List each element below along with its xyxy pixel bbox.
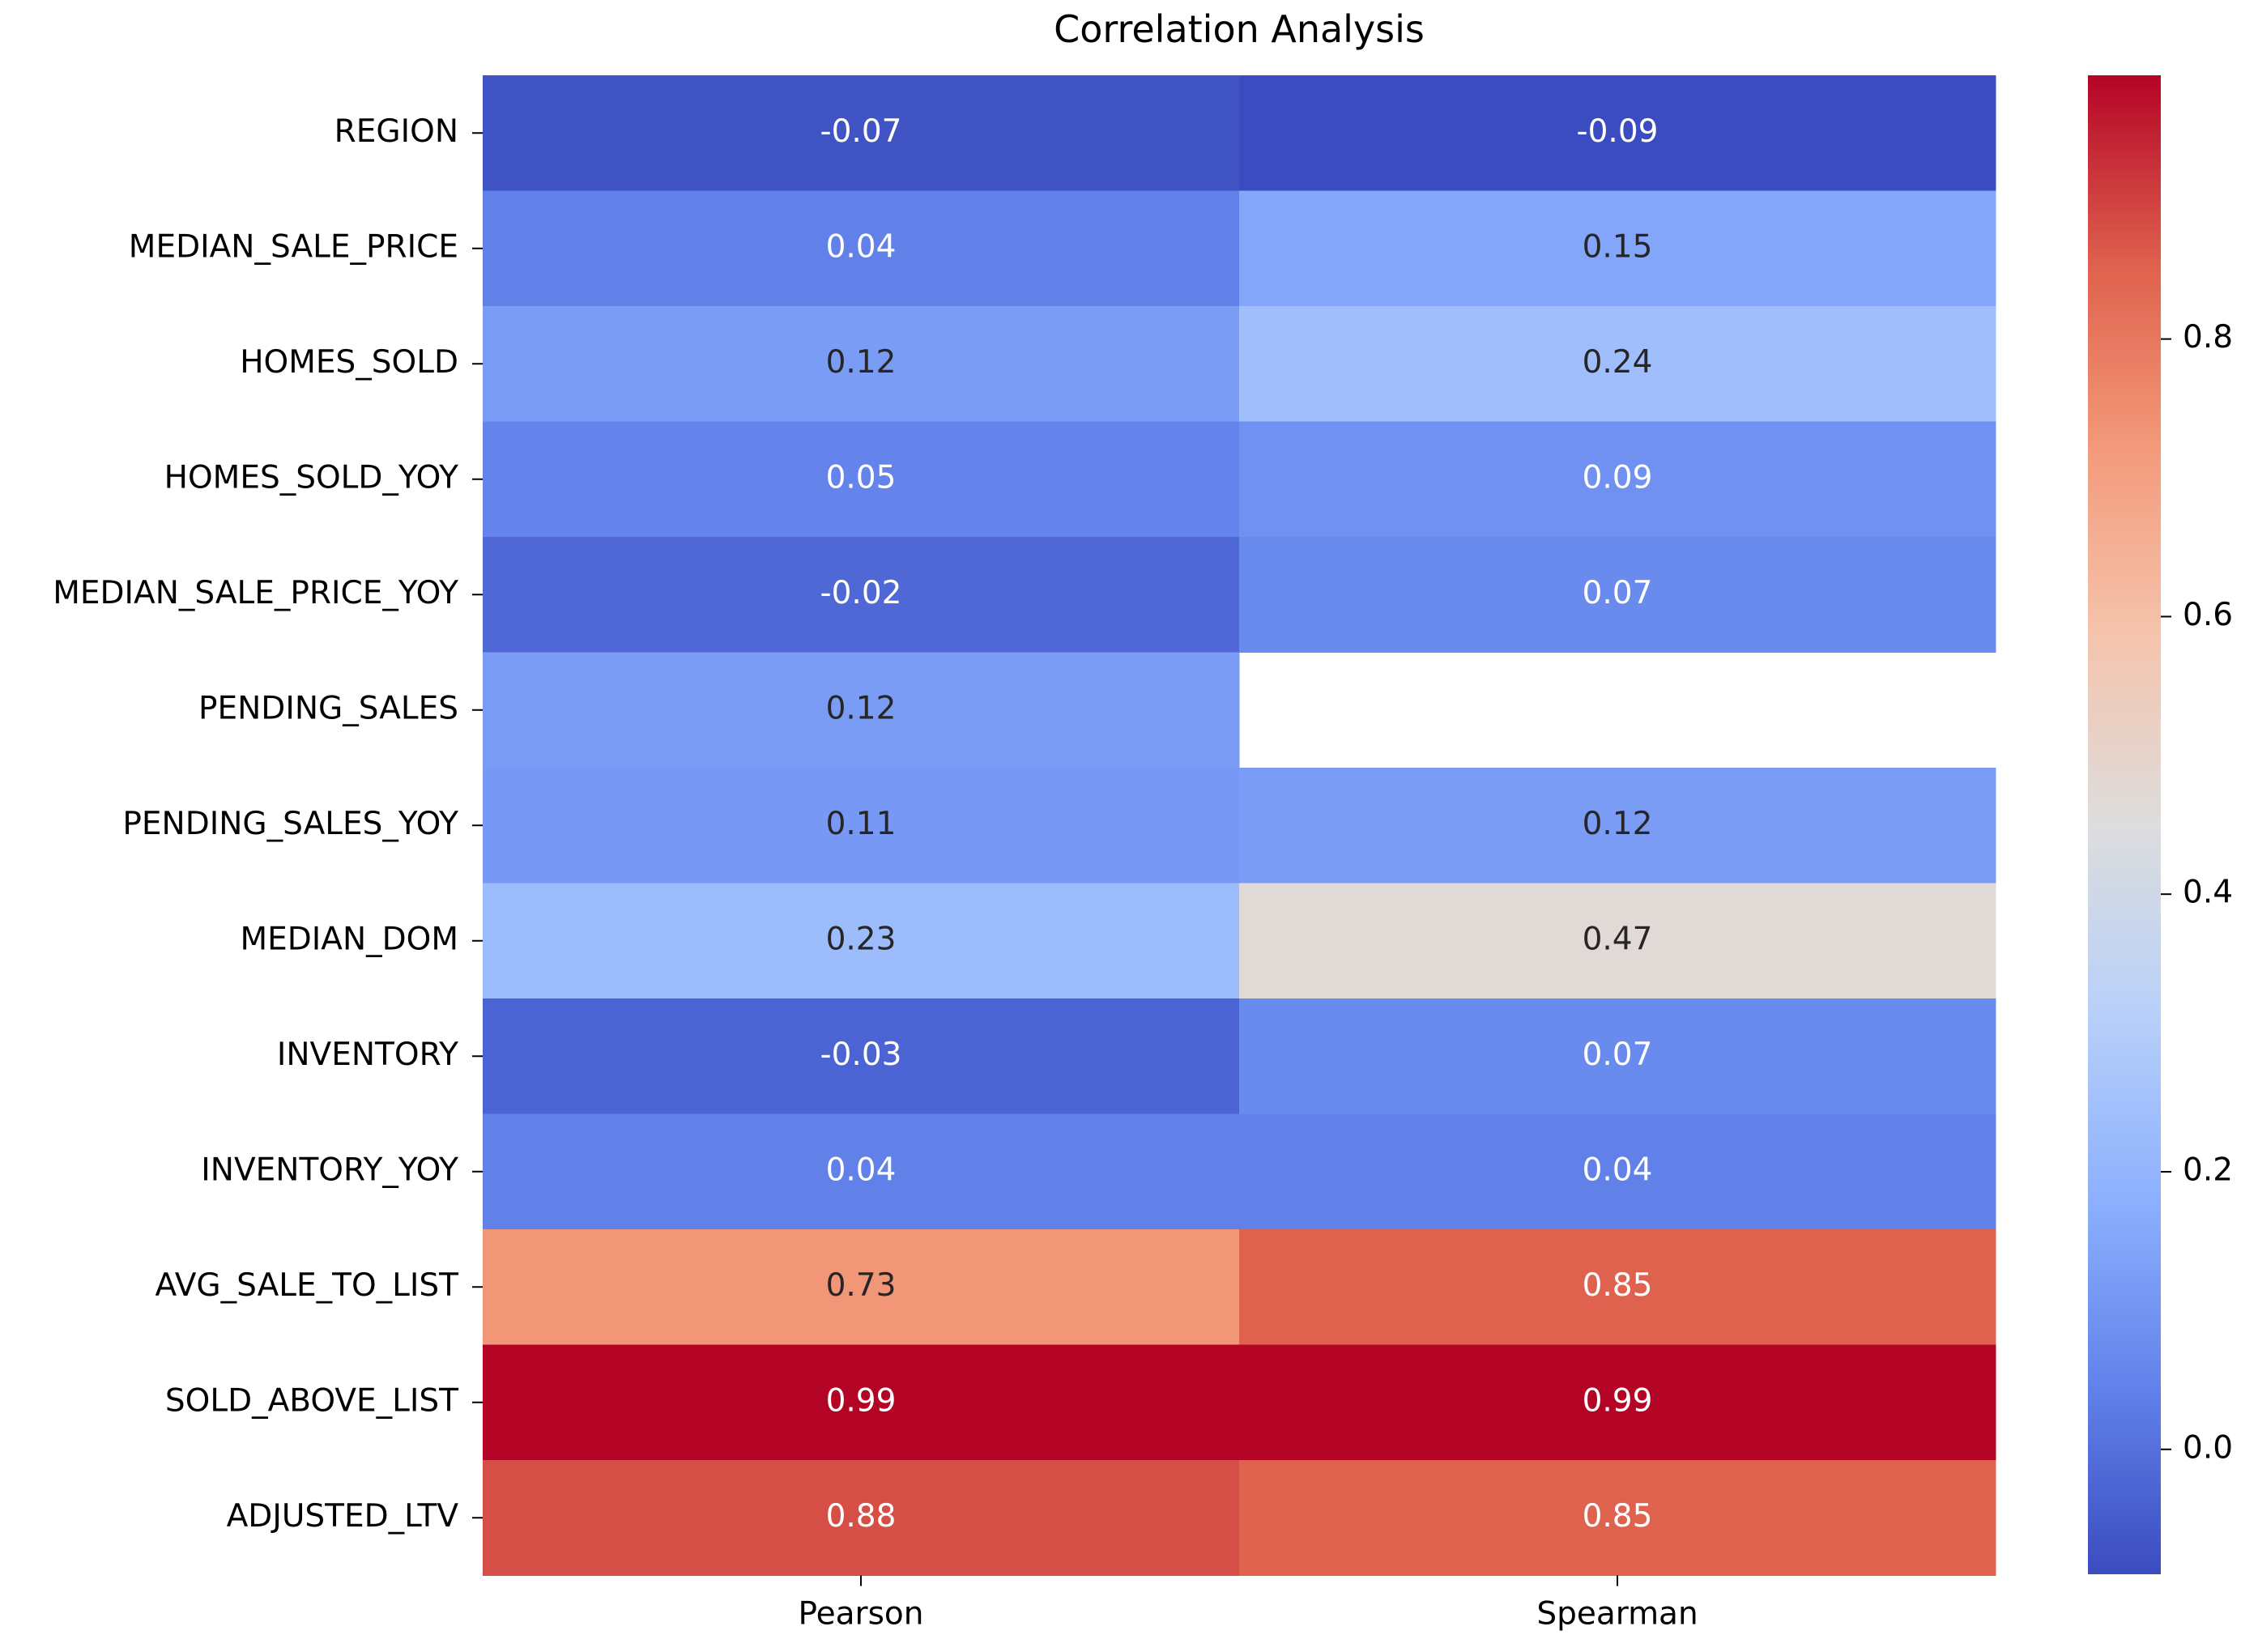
- cell-value-label: -0.09: [1577, 113, 1659, 150]
- heatmap-cells: [483, 75, 1996, 1576]
- heatmap-cell: [1239, 998, 1996, 1114]
- heatmap-cell: [483, 190, 1240, 307]
- y-tick-label: MEDIAN_SALE_PRICE_YOY: [53, 575, 458, 611]
- cell-value-label: 0.07: [1583, 1037, 1653, 1073]
- heatmap-cell: [483, 1344, 1240, 1461]
- cell-value-label: 0.23: [826, 921, 897, 957]
- heatmap-cell: [1239, 306, 1996, 422]
- heatmap-cell: [483, 75, 1240, 191]
- y-tick-label: MEDIAN_DOM: [240, 921, 458, 957]
- x-tick-label: Spearman: [1536, 1596, 1698, 1633]
- heatmap-cell: [1239, 537, 1996, 653]
- colorbar-tick-label: 0.4: [2183, 875, 2233, 911]
- colorbar-tick-label: 0.2: [2183, 1152, 2233, 1188]
- cell-value-label: 0.09: [1583, 459, 1653, 496]
- cell-value-label: 0.99: [826, 1382, 897, 1419]
- colorbar-ticks: 0.0 0.2 0.4 0.6 0.8: [2161, 319, 2233, 1466]
- y-axis: REGION MEDIAN_SALE_PRICE HOMES_SOLD HOMES_S…: [53, 113, 483, 1535]
- heatmap-cell: [1239, 75, 1996, 191]
- colorbar-gradient: [2088, 75, 2161, 1574]
- heatmap-cell: [1239, 1113, 1996, 1230]
- heatmap-cell: [483, 998, 1240, 1114]
- cell-value-label: -0.02: [820, 575, 902, 611]
- y-tick-label: REGION: [334, 113, 458, 150]
- y-tick-label: INVENTORY: [277, 1037, 458, 1073]
- x-axis: Pearson Spearman: [799, 1575, 1698, 1633]
- cell-value-label: 0.12: [1583, 806, 1653, 842]
- heatmap-cell: [483, 652, 1240, 769]
- cell-value-label: 0.07: [1583, 575, 1653, 611]
- cell-value-label: 0.88: [826, 1498, 897, 1535]
- heatmap-cell-labels: -0.07 -0.09 0.04 0.15 0.12 0.24 0.05 0.09 -0.02 0…: [820, 113, 1659, 1535]
- heatmap-cell: [483, 768, 1240, 883]
- x-tick-label: Pearson: [799, 1596, 924, 1633]
- y-tick-label: HOMES_SOLD_YOY: [164, 459, 459, 496]
- colorbar-tick-label: 0.0: [2183, 1429, 2233, 1466]
- cell-value-label: -0.03: [820, 1037, 902, 1073]
- heatmap-cell: [1239, 883, 1996, 999]
- heatmap-cell: [483, 306, 1240, 422]
- cell-value-label: 0.12: [826, 344, 897, 381]
- y-tick-label: PENDING_SALES_YOY: [122, 806, 458, 842]
- heatmap-cell: [1239, 421, 1996, 538]
- heatmap-cell: [1239, 190, 1996, 307]
- y-tick-label: HOMES_SOLD: [240, 344, 458, 381]
- heatmap-cell: [483, 537, 1240, 653]
- cell-value-label: 0.99: [1583, 1382, 1653, 1419]
- cell-value-label: 0.85: [1583, 1267, 1653, 1304]
- heatmap-cell: [483, 883, 1240, 999]
- y-tick-label: ADJUSTED_LTV: [227, 1498, 459, 1535]
- colorbar-tick-label: 0.6: [2183, 597, 2233, 633]
- cell-value-label: 0.05: [826, 459, 897, 496]
- y-tick-label: INVENTORY_YOY: [201, 1152, 458, 1188]
- y-tick-label: SOLD_ABOVE_LIST: [165, 1382, 458, 1419]
- chart-title: Correlation Analysis: [1054, 7, 1425, 51]
- cell-value-label: 0.04: [826, 228, 897, 265]
- colorbar: 0.0 0.2 0.4 0.6 0.8: [2088, 75, 2233, 1574]
- y-tick-label: PENDING_SALES: [198, 690, 458, 726]
- heatmap-cell: [1239, 1344, 1996, 1461]
- heatmap-cell: [483, 1460, 1240, 1576]
- cell-value-label: -0.07: [820, 113, 902, 150]
- heatmap-cell: [483, 421, 1240, 538]
- cell-value-label: 0.47: [1583, 921, 1653, 957]
- cell-value-label: 0.85: [1583, 1498, 1653, 1535]
- heatmap-cell: [1239, 1229, 1996, 1345]
- y-tick-label: MEDIAN_SALE_PRICE: [129, 228, 458, 265]
- heatmap-cell: [1239, 768, 1996, 883]
- cell-value-label: 0.73: [826, 1267, 897, 1304]
- cell-value-label: 0.15: [1583, 228, 1653, 265]
- cell-value-label: 0.24: [1583, 344, 1653, 381]
- y-tick-label: AVG_SALE_TO_LIST: [156, 1267, 459, 1304]
- cell-value-label: 0.12: [826, 690, 897, 726]
- heatmap-cell: [1239, 1460, 1996, 1576]
- cell-value-label: 0.04: [1583, 1152, 1653, 1188]
- heatmap-cell: [483, 1113, 1240, 1230]
- cell-value-label: 0.04: [826, 1152, 897, 1188]
- colorbar-tick-label: 0.8: [2183, 319, 2233, 356]
- cell-value-label: 0.11: [826, 806, 897, 842]
- heatmap-cell: [483, 1229, 1240, 1345]
